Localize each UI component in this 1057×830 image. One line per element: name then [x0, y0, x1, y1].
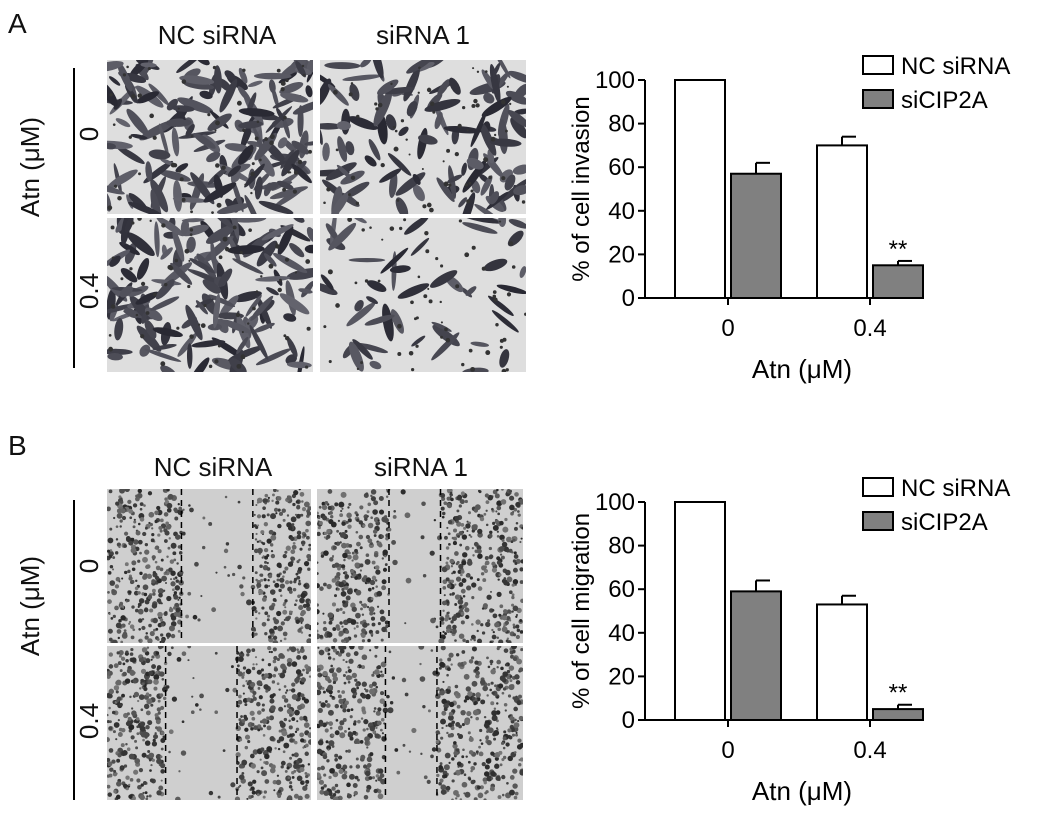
- chart0-y-tick-label: 0: [622, 285, 635, 312]
- side-label-atn-b: Atn (μM): [15, 555, 45, 657]
- chart1-bar-nc-sirna-0: [674, 501, 726, 721]
- migration-micrograph-sirna-0: [317, 489, 523, 643]
- chart0-y-tick-label: 60: [608, 154, 635, 181]
- chart0-y-tick-label: 20: [608, 241, 635, 268]
- chart1-legend-label-0: NC siRNA: [901, 475, 1010, 502]
- chart1-y-tick-label: 80: [608, 533, 635, 560]
- row-label-0-b: 0: [74, 558, 104, 574]
- chart0-legend-label-1: siCIP2A: [901, 87, 988, 114]
- invasion-micrograph-sirna-0: [320, 60, 526, 214]
- chart0-y-tick-label: 100: [595, 67, 635, 94]
- chart1-x-tick-label: 0.4: [853, 737, 886, 764]
- migration-micrograph-nc-0-4: [107, 646, 311, 800]
- chart0-x-tick-label: 0: [721, 315, 734, 342]
- column-title-sirna-1: siRNA 1: [376, 20, 470, 50]
- chart1-bar-sicip2a-0: [730, 590, 782, 721]
- chart0-legend-swatch-0: [862, 55, 894, 75]
- invasion-micrograph-nc-0-4: [107, 218, 313, 372]
- chart0-bar-nc-sirna-1: [816, 144, 868, 300]
- migration-micrograph-sirna-0-4: [317, 646, 523, 800]
- column-title-nc-sirna-b: NC siRNA: [153, 452, 273, 482]
- chart1-significance-label: **: [889, 680, 908, 707]
- migration-chart: 0 20 40 60 80 100% of cell migration 0 0.4 ** Atn…: [555, 462, 1055, 827]
- chart1-y-tick-label: 0: [622, 707, 635, 734]
- row-label-0: 0: [74, 126, 104, 142]
- chart0-bar-sicip2a-0: [730, 172, 782, 300]
- row-label-0-4-b: 0.4: [74, 702, 104, 740]
- row-label-0-4: 0.4: [74, 272, 104, 310]
- chart1-legend-swatch-1: [862, 511, 894, 531]
- chart1-legend-label-1: siCIP2A: [901, 509, 988, 536]
- invasion-bar-chart: 0 20 40 60 80 100% of cell invasion 0 0.4 ** Atn …: [568, 53, 1010, 384]
- panel-letter-b: B: [8, 430, 27, 461]
- chart1-y-tick-label: 40: [608, 620, 635, 647]
- row-bracket-line-b: [73, 500, 75, 800]
- invasion-micrograph-nc-0: [107, 60, 313, 214]
- chart0-significance-label: **: [889, 236, 908, 263]
- column-title-sirna-1-b: siRNA 1: [374, 452, 468, 482]
- chart1-bar-nc-sirna-1: [816, 603, 868, 722]
- chart1-bar-sicip2a-1: [872, 708, 924, 722]
- invasion-micrograph-sirna-0-4: [320, 218, 526, 372]
- chart0-bar-nc-sirna-0: [674, 79, 726, 299]
- chart0-bar-sicip2a-1: [872, 264, 924, 300]
- chart1-y-axis-label: % of cell migration: [568, 513, 595, 709]
- chart1-y-tick-label: 100: [595, 489, 635, 516]
- chart0-y-tick-label: 80: [608, 111, 635, 138]
- migration-bar-chart: 0 20 40 60 80 100% of cell migration 0 0.4 ** Atn…: [568, 475, 1010, 806]
- chart0-x-tick-label: 0.4: [853, 315, 886, 342]
- chart1-legend-swatch-0: [862, 477, 894, 497]
- column-title-nc-sirna: NC siRNA: [157, 20, 277, 50]
- row-bracket-line: [73, 68, 75, 368]
- invasion-chart: 0 20 40 60 80 100% of cell invasion 0 0.4 ** Atn …: [555, 40, 1055, 405]
- chart1-y-tick-label: 20: [608, 663, 635, 690]
- migration-micrograph-nc-0: [107, 489, 311, 643]
- chart1-y-tick-label: 60: [608, 576, 635, 603]
- chart0-legend-swatch-1: [862, 89, 894, 109]
- chart1-x-axis-label: Atn (μM): [752, 776, 852, 806]
- chart0-y-tick-label: 40: [608, 198, 635, 225]
- chart0-x-axis-label: Atn (μM): [752, 354, 852, 384]
- chart1-x-tick-label: 0: [721, 737, 734, 764]
- panel-letter-a: A: [8, 8, 27, 39]
- chart0-legend-label-0: NC siRNA: [901, 53, 1010, 80]
- side-label-atn: Atn (μM): [15, 116, 45, 218]
- chart0-y-axis-label: % of cell invasion: [568, 96, 595, 281]
